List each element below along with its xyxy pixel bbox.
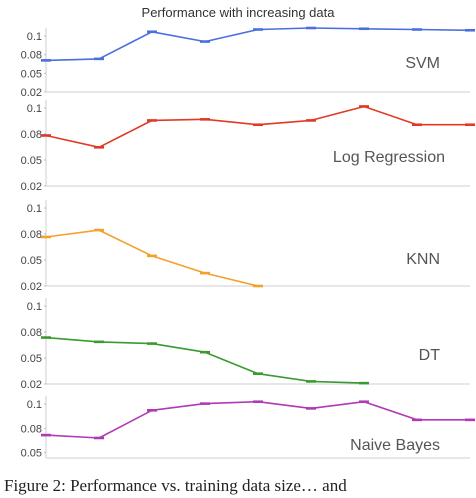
y-tick-label: 0.05 [21,255,42,267]
panel-knn: 0.1 0.08 0.05 0.02 KNN [21,200,470,293]
y-tick-label: 0.05 [21,155,42,167]
y-tick-label: 0.08 [21,229,42,241]
y-tick-label: 0.02 [21,281,42,293]
y-tick-label: 0.08 [21,50,42,62]
series-line [45,400,470,439]
series-label: DT [419,347,441,364]
panel-dt: 0.1 0.08 0.05 0.02 DT [21,298,470,391]
series-line [45,105,470,149]
series-line [45,229,259,287]
y-tick-label: 0.1 [27,203,42,215]
series-label: Log Regression [333,149,445,166]
y-tick-label: 0.1 [27,399,42,411]
y-tick-label: 0.08 [21,327,42,339]
series-label: Naive Bayes [350,437,440,454]
series-label: KNN [406,251,440,268]
y-tick-label: 0.05 [21,353,42,365]
y-tick-label: 0.1 [27,31,42,43]
y-tick-label: 0.08 [21,423,42,435]
y-tick-label: 0.05 [21,448,42,460]
panel-svm: 0.1 0.08 0.05 0.02 SVM [21,26,475,99]
y-tick-label: 0.05 [21,68,42,80]
panel-naive-bayes: 0.1 0.08 0.05 Naive Bayes [21,396,475,460]
panel-log-regression: 0.1 0.08 0.05 0.02 Log Regression [21,100,475,193]
figure-caption: Figure 2: Performance vs. training data … [4,476,347,495]
series-label: SVM [405,55,440,72]
series-line [45,336,365,384]
y-tick-label: 0.02 [21,181,42,193]
y-tick-label: 0.1 [27,103,42,115]
y-tick-label: 0.02 [21,87,42,99]
y-tick-label: 0.1 [27,301,42,313]
chart-title: Performance with increasing data [142,5,336,20]
y-tick-label: 0.02 [21,379,42,391]
y-tick-label: 0.08 [21,129,42,141]
figure-canvas: Performance with increasing data 0.1 0.08… [21,5,475,460]
